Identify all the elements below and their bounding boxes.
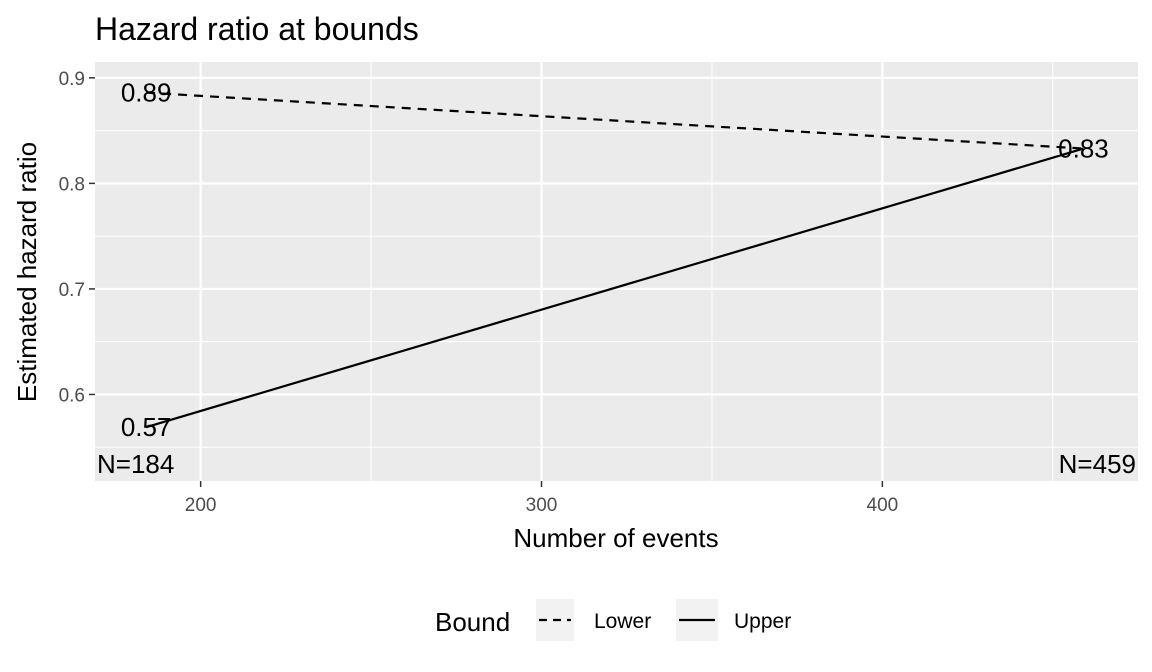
x-tick-label: 400 (867, 495, 899, 516)
series-lines (145, 91, 1084, 429)
y-tick-label: 0.8 (59, 174, 85, 195)
x-tick-label: 200 (185, 495, 217, 516)
series-line-lower (146, 91, 1084, 150)
legend-label-lower: Lower (594, 610, 651, 633)
data-labels: 0.89 0.57 0.83 N=184 N=459 (97, 78, 1136, 479)
x-tick-label: 300 (526, 495, 558, 516)
panel-background (95, 62, 1138, 481)
value-label: 0.89 (121, 78, 172, 108)
x-axis-title: Number of events (513, 523, 718, 553)
legend-label-upper: Upper (734, 610, 791, 633)
series-line-upper (145, 147, 1084, 429)
x-axis: 200 300 400 (185, 481, 898, 516)
chart-title: Hazard ratio at bounds (95, 11, 419, 47)
sample-size-label: N=184 (97, 449, 174, 479)
y-tick-label: 0.7 (59, 280, 85, 301)
plot-panel (95, 62, 1138, 481)
y-axis: 0.6 0.7 0.8 0.9 (59, 69, 95, 406)
sample-size-label: N=459 (1059, 449, 1136, 479)
legend-title: Bound (435, 607, 510, 637)
legend: Bound Lower Upper (435, 599, 791, 641)
y-axis-title: Estimated hazard ratio (12, 142, 42, 402)
value-label: 0.57 (121, 412, 172, 442)
y-tick-label: 0.6 (59, 385, 85, 406)
value-label: 0.83 (1058, 134, 1109, 164)
y-tick-label: 0.9 (59, 69, 85, 90)
